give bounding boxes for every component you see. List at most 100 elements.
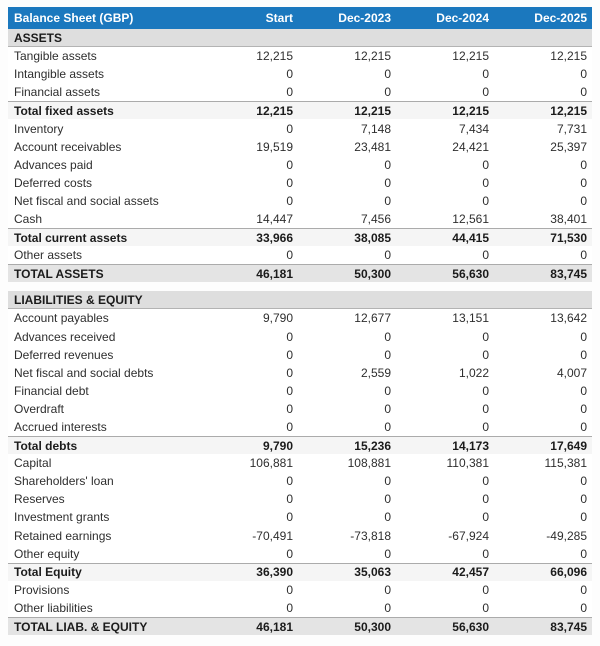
row-value: 0	[286, 248, 293, 263]
row-value: 0	[286, 600, 293, 615]
table-row: Accrued interests 0 0 0 0	[8, 417, 592, 437]
row-value: 0	[482, 347, 489, 362]
table-row: Other liabilities 0 0 0 0	[8, 598, 592, 617]
row-label: Overdraft	[14, 401, 65, 416]
row-label: Provisions	[14, 582, 70, 597]
row-value: 0	[384, 67, 391, 82]
row-value: 0	[286, 365, 293, 380]
table-row: Advances paid 0 0 0 0	[8, 155, 592, 174]
row-label: Inventory	[14, 121, 64, 136]
row-label: TOTAL LIAB. & EQUITY	[14, 619, 148, 634]
row-value: 12,215	[354, 103, 391, 118]
row-label: Other equity	[14, 546, 80, 561]
row-value: 0	[286, 492, 293, 507]
row-label: Cash	[14, 211, 43, 226]
row-value: 4,007	[556, 365, 587, 380]
section-header-row: LIABILITIES & EQUITY	[8, 291, 592, 310]
row-value: 9,790	[262, 438, 293, 453]
table-row: TOTAL LIAB. & EQUITY 46,181 50,300 56,630 83…	[8, 617, 592, 636]
row-value: 0	[580, 248, 587, 263]
row-value: 0	[286, 157, 293, 172]
row-value: 0	[580, 510, 587, 525]
row-label: Deferred costs	[14, 175, 93, 190]
row-value: -67,924	[448, 528, 489, 543]
row-value: 33,966	[256, 230, 293, 245]
row-value: 0	[482, 248, 489, 263]
column-header-dec-2025: Dec-2025	[534, 11, 587, 25]
row-value: 0	[286, 546, 293, 561]
row-value: 1,022	[458, 365, 489, 380]
row-value: 46,181	[256, 619, 293, 634]
row-value: 0	[482, 474, 489, 489]
row-value: 0	[482, 401, 489, 416]
row-value: 12,677	[354, 311, 391, 326]
row-value: 0	[580, 474, 587, 489]
row-value: 0	[580, 546, 587, 561]
row-label: Shareholders' loan	[14, 474, 114, 489]
row-value: 0	[384, 582, 391, 597]
row-value: 12,215	[256, 49, 293, 64]
table-row: Account payables 9,790 12,677 13,151 13,642	[8, 309, 592, 328]
row-value: 0	[286, 401, 293, 416]
row-value: 0	[384, 347, 391, 362]
row-label: Total debts	[14, 438, 78, 453]
column-header-start: Start	[265, 11, 293, 25]
section-title: ASSETS	[14, 30, 63, 45]
row-value: 0	[482, 600, 489, 615]
table-row: Net fiscal and social assets 0 0 0 0	[8, 191, 592, 210]
row-value: 0	[580, 67, 587, 82]
table-row: Inventory 0 7,148 7,434 7,731	[8, 119, 592, 138]
row-value: 7,148	[360, 121, 391, 136]
row-value: 0	[482, 546, 489, 561]
row-label: Total fixed assets	[14, 103, 114, 118]
table-row: Total current assets 33,966 38,085 44,415 71…	[8, 228, 592, 247]
table-row: Reserves 0 0 0 0	[8, 490, 592, 509]
table-row: Retained earnings -70,491 -73,818 -67,924 -4…	[8, 526, 592, 545]
row-label: Total current assets	[14, 230, 128, 245]
table-row: Deferred revenues 0 0 0 0	[8, 345, 592, 364]
row-value: 0	[384, 329, 391, 344]
row-value: 0	[384, 193, 391, 208]
row-value: 0	[286, 329, 293, 344]
table-row: Overdraft 0 0 0 0	[8, 399, 592, 418]
row-value: 25,397	[550, 139, 587, 154]
row-label: Other assets	[14, 248, 83, 263]
row-value: 0	[384, 600, 391, 615]
row-value: 56,630	[452, 266, 489, 281]
row-value: 12,215	[256, 103, 293, 118]
row-value: 0	[286, 383, 293, 398]
row-value: 106,881	[249, 456, 293, 471]
row-label: Total Equity	[14, 565, 82, 580]
row-value: 0	[580, 329, 587, 344]
row-value: 66,096	[550, 565, 587, 580]
row-value: 0	[580, 347, 587, 362]
row-value: 0	[482, 85, 489, 100]
row-value: 0	[384, 420, 391, 435]
table-row: Total debts 9,790 15,236 14,173 17,649	[8, 436, 592, 455]
row-label: Account receivables	[14, 139, 122, 154]
row-value: 0	[580, 600, 587, 615]
row-value: 12,215	[550, 49, 587, 64]
row-value: 17,649	[550, 438, 587, 453]
row-value: 0	[384, 383, 391, 398]
row-value: 0	[384, 492, 391, 507]
row-value: 0	[286, 67, 293, 82]
row-value: 12,215	[550, 103, 587, 118]
row-value: 83,745	[550, 266, 587, 281]
row-value: 9,790	[262, 311, 293, 326]
table-row: Net fiscal and social debts 0 2,559 1,022 4,…	[8, 363, 592, 382]
row-value: 19,519	[256, 139, 293, 154]
row-value: 0	[384, 157, 391, 172]
row-value: 12,215	[452, 49, 489, 64]
row-value: 42,457	[452, 565, 489, 580]
row-value: 50,300	[354, 266, 391, 281]
row-value: 38,401	[550, 211, 587, 226]
row-value: 0	[482, 193, 489, 208]
row-value: 0	[482, 420, 489, 435]
row-value: 108,881	[347, 456, 391, 471]
table-row: Cash 14,447 7,456 12,561 38,401	[8, 209, 592, 229]
table-row: Total Equity 36,390 35,063 42,457 66,096	[8, 562, 592, 581]
table-row: Financial debt 0 0 0 0	[8, 381, 592, 400]
section-header-row: ASSETS	[8, 29, 592, 48]
row-value: 44,415	[452, 230, 489, 245]
